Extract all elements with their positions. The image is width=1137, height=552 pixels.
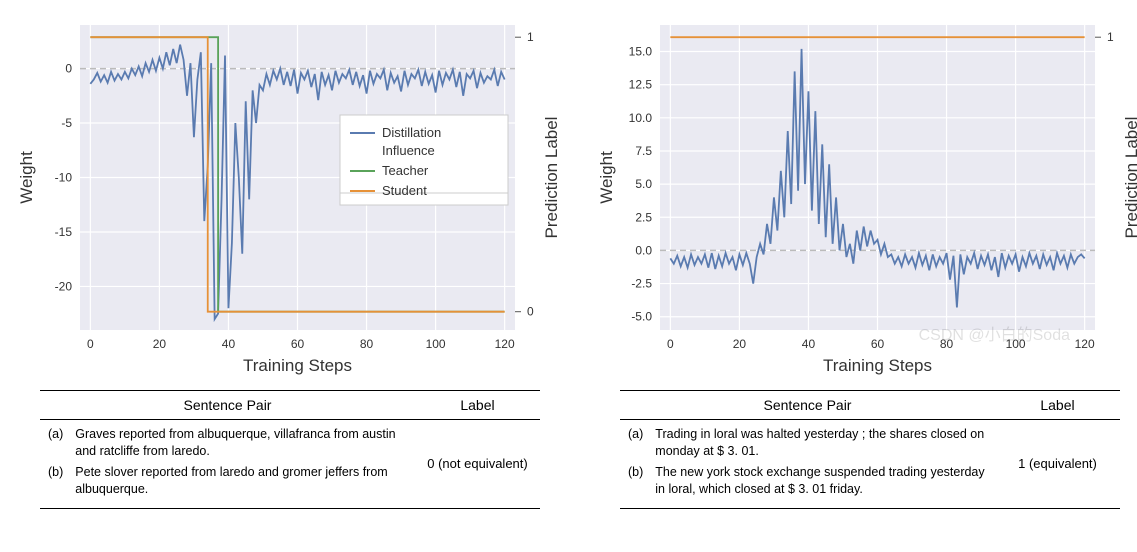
pair-a-tag: (a) [48,426,63,460]
th-label: Label [415,391,540,420]
sentence-pair-cell: (a) Graves reported from albuquerque, vil… [40,420,415,509]
figure-container: 020406080100120-20-15-10-5001Training St… [0,0,1137,552]
svg-text:Training Steps: Training Steps [243,356,352,375]
svg-text:15.0: 15.0 [629,45,653,59]
left-panel: 0 20 40 60 80 100 120 -20 -15 -10 -5 0 0 1 Training St… [0,0,580,552]
svg-text:80: 80 [360,337,374,351]
svg-text:2.5: 2.5 [635,210,652,224]
svg-text:120: 120 [495,337,515,351]
svg-text:Teacher: Teacher [382,163,429,178]
label-cell: 1 (equivalent) [995,420,1120,509]
svg-text:120: 120 [1075,337,1095,351]
watermark-text: CSDN @小白的Soda [919,321,1070,345]
pair-b-tag: (b) [48,464,63,498]
svg-text:20: 20 [153,337,167,351]
svg-text:Weight: Weight [597,151,616,204]
svg-text:Distillation: Distillation [382,125,441,140]
svg-text:-5: -5 [61,116,72,130]
th-label: Label [995,391,1120,420]
svg-text:-15: -15 [55,225,73,239]
svg-text:-2.5: -2.5 [631,277,652,291]
right-table: Sentence Pair Label (a) Trading in loral … [590,390,1137,509]
pair-a-text: Trading in loral was halted yesterday ; … [655,426,987,460]
svg-text:-20: -20 [55,279,73,293]
pair-a-tag: (a) [628,426,643,460]
svg-text:100: 100 [426,337,446,351]
th-sentence-pair: Sentence Pair [620,391,995,420]
svg-text:20: 20 [733,337,747,351]
pair-a-text: Graves reported from albuquerque, villaf… [75,426,407,460]
svg-text:Influence: Influence [382,143,435,158]
svg-text:Student: Student [382,183,427,198]
sentence-pair-cell: (a) Trading in loral was halted yesterday… [620,420,995,509]
svg-text:Training Steps: Training Steps [823,356,932,375]
th-sentence-pair: Sentence Pair [40,391,415,420]
svg-text:0: 0 [87,337,94,351]
svg-text:Prediction Label: Prediction Label [542,117,561,239]
svg-text:10.0: 10.0 [629,111,653,125]
pair-b-text: The new york stock exchange suspended tr… [655,464,987,498]
svg-text:0: 0 [527,305,534,319]
right-panel: 020406080100120-5.0-2.50.02.55.07.510.01… [580,0,1137,552]
svg-text:Prediction Label: Prediction Label [1122,117,1137,239]
label-cell: 0 (not equivalent) [415,420,540,509]
svg-text:0.0: 0.0 [635,243,652,257]
left-chart: 0 20 40 60 80 100 120 -20 -15 -10 -5 0 0 1 Training St… [10,5,570,385]
svg-text:40: 40 [802,337,816,351]
svg-text:12.5: 12.5 [629,78,653,92]
pair-b-text: Pete slover reported from laredo and gro… [75,464,407,498]
svg-text:Weight: Weight [17,151,36,204]
svg-text:7.5: 7.5 [635,144,652,158]
right-chart: 020406080100120-5.0-2.50.02.55.07.510.01… [590,5,1137,385]
svg-text:-10: -10 [55,171,73,185]
svg-text:1: 1 [527,30,534,44]
pair-b-tag: (b) [628,464,643,498]
svg-text:60: 60 [291,337,305,351]
svg-text:1: 1 [1107,30,1114,44]
svg-text:-5.0: -5.0 [631,310,652,324]
svg-text:5.0: 5.0 [635,177,652,191]
left-table: Sentence Pair Label (a) Graves reported f… [10,390,570,509]
svg-text:40: 40 [222,337,236,351]
svg-text:60: 60 [871,337,885,351]
svg-text:0: 0 [65,62,72,76]
svg-text:0: 0 [667,337,674,351]
